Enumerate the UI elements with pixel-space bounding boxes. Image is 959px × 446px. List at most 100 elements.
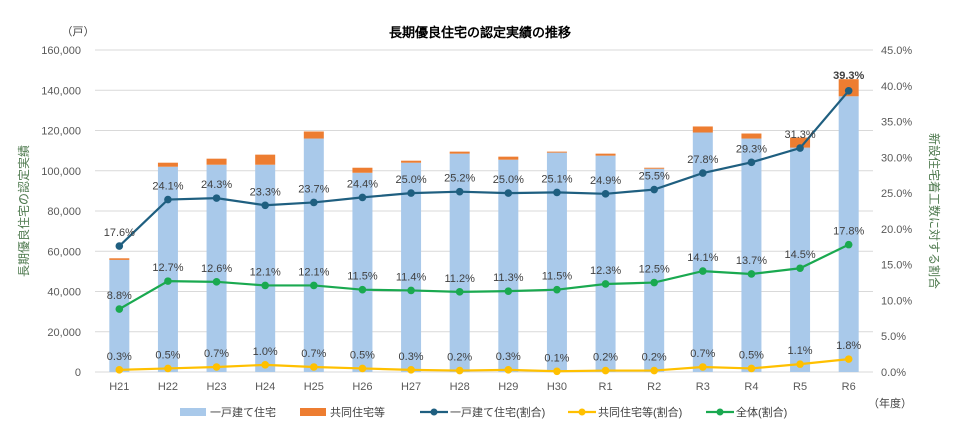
- data-point: [212, 194, 221, 202]
- bar-detached: [692, 132, 713, 372]
- data-label: 1.1%: [788, 345, 813, 357]
- x-unit-label: （年度）: [868, 396, 912, 410]
- data-point: [164, 195, 172, 204]
- legend-swatch: [300, 408, 326, 416]
- data-label: 12.1%: [250, 266, 281, 278]
- data-point: [310, 281, 318, 290]
- y-tick-right: 20.0%: [881, 224, 912, 236]
- data-label: 11.4%: [396, 271, 427, 283]
- data-point: [310, 198, 318, 207]
- data-point: [212, 363, 221, 371]
- data-point: [504, 366, 513, 374]
- data-label: 0.1%: [544, 352, 569, 364]
- bar-detached: [109, 259, 130, 372]
- data-label: 25.5%: [639, 171, 670, 183]
- data-label: 0.5%: [350, 349, 375, 361]
- data-point: [553, 285, 561, 294]
- data-point: [407, 189, 415, 197]
- data-point: [601, 190, 610, 198]
- data-label: 25.0%: [395, 174, 426, 186]
- y-tick-right: 45.0%: [881, 45, 912, 57]
- data-point: [650, 278, 658, 287]
- chart-title: 長期優良住宅の認定実績の推移: [389, 25, 571, 40]
- data-point: [455, 187, 464, 196]
- bar-detached: [255, 164, 276, 372]
- data-point: [115, 242, 124, 250]
- bar-collective: [741, 133, 762, 139]
- y-tick-left: 20,000: [47, 327, 81, 339]
- bar-collective: [303, 131, 324, 139]
- bar-detached: [644, 168, 665, 372]
- x-tick: R3: [696, 381, 710, 393]
- data-point: [212, 278, 221, 286]
- data-label: 14.1%: [687, 252, 718, 264]
- bar-collective: [401, 160, 422, 163]
- data-label: 14.5%: [784, 249, 815, 261]
- data-label: 0.7%: [204, 348, 229, 360]
- x-tick: R1: [599, 381, 613, 393]
- y-tick-left: 140,000: [41, 85, 81, 97]
- data-label: 39.3%: [833, 70, 864, 82]
- y-axis-right-title: 新設住宅着工数に対する割合: [927, 133, 942, 289]
- data-label: 17.6%: [104, 227, 135, 239]
- x-tick: R4: [744, 381, 758, 393]
- data-label: 0.7%: [301, 348, 326, 360]
- bar-collective: [255, 154, 276, 165]
- data-label: 13.7%: [736, 255, 767, 267]
- bar-detached: [790, 147, 811, 372]
- data-label: 0.7%: [690, 348, 715, 360]
- bar-detached: [206, 164, 227, 372]
- data-label: 23.3%: [250, 186, 281, 198]
- x-tick: H28: [450, 381, 470, 393]
- legend-swatch: [180, 408, 206, 416]
- bar-collective: [498, 156, 519, 160]
- data-label: 11.3%: [493, 272, 524, 284]
- data-point: [504, 189, 513, 197]
- data-point: [747, 270, 756, 278]
- data-label: 24.1%: [152, 181, 183, 193]
- y-unit-label: （戸）: [62, 25, 95, 38]
- x-tick: H23: [206, 381, 226, 393]
- y-tick-right: 10.0%: [881, 295, 912, 307]
- data-point: [504, 287, 513, 295]
- y-tick-left: 100,000: [41, 166, 81, 178]
- data-label: 1.0%: [253, 346, 278, 358]
- data-label: 0.3%: [496, 351, 521, 363]
- data-point: [601, 280, 610, 288]
- data-label: 11.5%: [542, 271, 573, 283]
- bar-collective: [109, 258, 130, 260]
- data-label: 12.1%: [298, 266, 329, 278]
- data-label: 12.5%: [639, 264, 670, 276]
- bar-detached: [157, 166, 178, 372]
- y-axis-left-title: 長期優良住宅の認定実績: [16, 145, 31, 277]
- data-label: 0.5%: [155, 349, 180, 361]
- data-label: 24.4%: [347, 178, 378, 190]
- y-tick-right: 5.0%: [881, 331, 906, 343]
- data-label: 29.3%: [736, 143, 767, 155]
- data-point: [650, 366, 658, 375]
- data-point: [650, 185, 658, 194]
- legend: 一戸建て住宅 共同住宅等 一戸建て住宅(割合) 共同住宅等(割合) 全体(割合): [180, 405, 787, 419]
- line-total-ratio: [118, 243, 850, 310]
- legend-label: 一戸建て住宅(割合): [450, 405, 545, 419]
- bar-collective: [692, 126, 713, 133]
- data-label: 17.8%: [833, 226, 864, 238]
- legend-label: 一戸建て住宅: [210, 405, 276, 419]
- data-point: [601, 366, 610, 375]
- legend-label: 共同住宅等(割合): [598, 405, 682, 419]
- y-tick-left: 60,000: [47, 246, 81, 258]
- y-tick-left: 80,000: [47, 206, 81, 218]
- x-tick: H21: [109, 381, 129, 393]
- data-point: [115, 305, 124, 313]
- y-tick-right: 0.0%: [881, 367, 906, 379]
- data-point: [310, 363, 318, 371]
- data-label: 0.2%: [642, 352, 667, 364]
- y-tick-left: 40,000: [47, 287, 81, 299]
- x-tick: H30: [547, 381, 567, 393]
- data-point: [796, 264, 804, 273]
- data-point: [699, 267, 707, 275]
- x-tick: R6: [842, 381, 856, 393]
- legend-marker: [578, 408, 586, 416]
- bar-collective: [595, 153, 616, 156]
